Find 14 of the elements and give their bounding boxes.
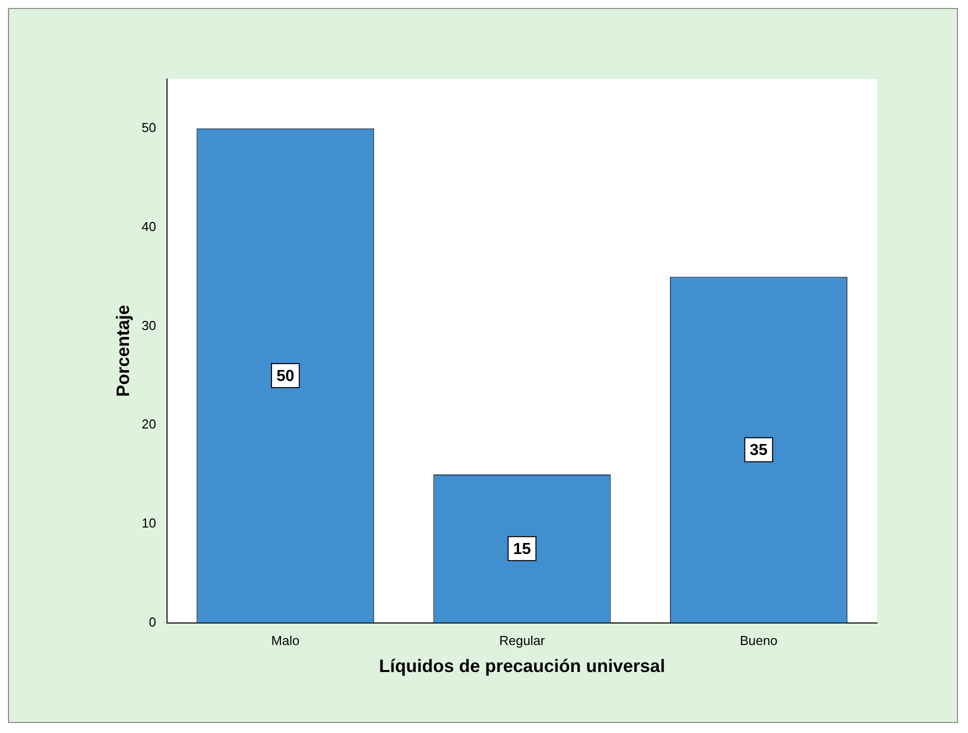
y-tick-label: 30 bbox=[142, 318, 156, 333]
x-tick-label: Regular bbox=[499, 633, 546, 648]
y-tick-label: 0 bbox=[148, 614, 156, 630]
y-tick-label: 20 bbox=[142, 416, 156, 432]
x-axis-title: Líquidos de precaución universal bbox=[378, 656, 666, 676]
y-tick-label: 50 bbox=[142, 120, 156, 136]
y-tick-label: 40 bbox=[142, 218, 156, 234]
data-label: 15 bbox=[513, 541, 532, 558]
x-tick-label: Bueno bbox=[740, 633, 778, 648]
x-tick-label: Malo bbox=[271, 633, 300, 648]
y-axis-title: Porcentaje bbox=[112, 304, 133, 397]
y-tick-label: 10 bbox=[142, 516, 156, 531]
data-label: 50 bbox=[276, 368, 294, 386]
data-label: 35 bbox=[750, 442, 768, 460]
